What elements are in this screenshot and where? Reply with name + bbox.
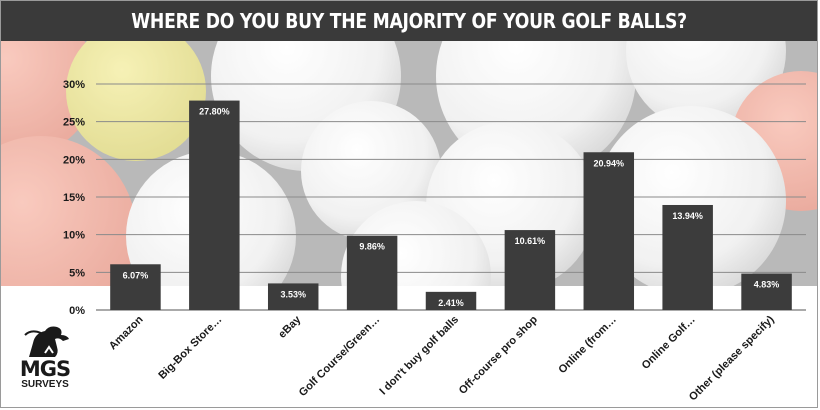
data-label: 9.86% bbox=[359, 242, 385, 252]
x-category-label: Other (please specify) bbox=[687, 313, 777, 403]
x-category-label: Online Golf… bbox=[640, 314, 698, 372]
y-tick-label: 25% bbox=[63, 117, 85, 129]
logo-brand: MGS bbox=[19, 357, 71, 381]
bar bbox=[741, 273, 792, 310]
data-label: 3.53% bbox=[280, 289, 306, 299]
bar bbox=[110, 264, 161, 310]
x-category-label: Amazon bbox=[107, 313, 146, 352]
chart-title: WHERE DO YOU BUY THE MAJORITY OF YOUR GO… bbox=[131, 9, 687, 33]
logo-subtitle: SURVEYS bbox=[21, 379, 69, 390]
y-tick-label: 5% bbox=[69, 267, 85, 279]
bar bbox=[346, 235, 398, 310]
x-category-label: Off-course pro shop bbox=[457, 313, 540, 396]
x-category-label: eBay bbox=[276, 313, 304, 341]
x-category-label: I don't buy golf balls bbox=[377, 314, 461, 398]
golfer-silhouette-icon bbox=[24, 326, 69, 357]
y-tick-label: 20% bbox=[63, 154, 85, 166]
chart-title-bar: WHERE DO YOU BUY THE MAJORITY OF YOUR GO… bbox=[1, 1, 817, 41]
y-tick-label: 0% bbox=[69, 305, 85, 317]
data-label: 6.07% bbox=[123, 270, 149, 280]
bar bbox=[425, 291, 477, 310]
y-tick-label: 10% bbox=[63, 230, 85, 242]
bar bbox=[189, 100, 240, 310]
bar bbox=[267, 283, 319, 310]
data-label: 13.94% bbox=[672, 211, 703, 221]
bar bbox=[583, 152, 635, 310]
data-label: 20.94% bbox=[594, 158, 625, 168]
data-label: 2.41% bbox=[438, 298, 464, 308]
golf-balls-background-photo bbox=[1, 41, 817, 286]
x-category-label: Golf Course/Green… bbox=[297, 314, 382, 399]
x-category-label: Big-Box Store… bbox=[156, 314, 224, 382]
data-label: 10.61% bbox=[515, 236, 546, 246]
data-label: 4.83% bbox=[754, 280, 780, 290]
bar bbox=[662, 204, 713, 310]
bar bbox=[504, 230, 556, 310]
x-category-label: Online (from… bbox=[556, 314, 619, 377]
data-label: 27.80% bbox=[199, 107, 230, 117]
y-tick-label: 30% bbox=[63, 79, 85, 91]
mgs-surveys-logo: MGS SURVEYS bbox=[19, 323, 71, 393]
y-tick-label: 15% bbox=[63, 192, 85, 204]
